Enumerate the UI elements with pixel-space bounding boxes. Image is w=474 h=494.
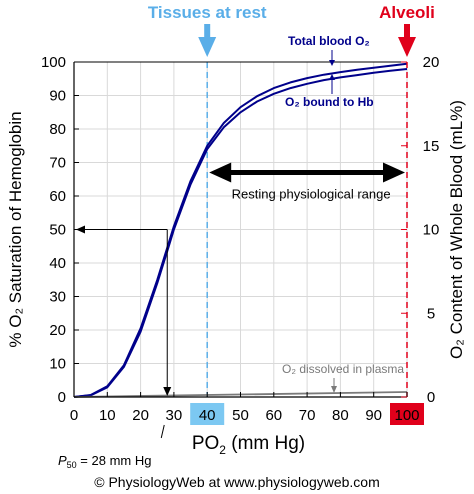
y-tick-label-left: 90 — [49, 88, 66, 105]
y-tick-label-left: 60 — [49, 188, 66, 205]
y-tick-label-left: 50 — [49, 222, 66, 239]
p50-label-pointer — [160, 424, 165, 439]
y-tick-label-left: 30 — [49, 289, 66, 306]
y-tick-label-right: 20 — [423, 54, 440, 71]
axes: 0 10 20 30 40 50 60 70 80 90 100010203040506070809… — [6, 54, 466, 457]
footer-copyright: © PhysiologyWeb at www.physiologyweb.com — [94, 474, 380, 490]
y-tick-label-left: 10 — [49, 356, 66, 373]
x-tick-label: 20 — [132, 407, 149, 424]
y-tick-label-left: 100 — [41, 54, 66, 71]
x-tick-label: 0 — [70, 407, 78, 424]
annotations: P50 = 28 mm Hg Resting physiological rang… — [58, 3, 435, 470]
alveoli-label: Alveoli — [379, 3, 435, 22]
y-tick-label-left: 20 — [49, 322, 66, 339]
y-tick-label-right: 10 — [423, 222, 440, 239]
y-axis-title-right: O₂ Content of Whole Blood (mL%) — [447, 100, 466, 359]
plasma-pointer-head — [331, 386, 337, 393]
total-blood-o2-pointer-head — [329, 60, 335, 66]
y-axis-title-left: % O₂ Saturation of Hemoglobin — [6, 111, 25, 347]
alveoli-arrowhead — [398, 37, 416, 57]
o2-bound-hb-label: O₂ bound to Hb — [285, 95, 374, 109]
y-tick-label-left: 70 — [49, 155, 66, 172]
x-tick-label: 60 — [265, 407, 282, 424]
o2-dissolved-plasma-label: O₂ dissolved in plasma — [282, 362, 404, 376]
p50-vertical-arrowhead — [163, 387, 172, 396]
total-blood-o2-label: Total blood O₂ — [288, 34, 370, 48]
tissues-tick-highlight — [190, 403, 225, 425]
x-tick-label: 50 — [232, 407, 249, 424]
series-total-blood-o2 — [73, 62, 408, 398]
x-tick-label: 80 — [332, 407, 349, 424]
y-tick-label-right: 15 — [423, 138, 440, 155]
tissues-at-rest-label: Tissues at rest — [148, 3, 267, 22]
x-tick-label: 10 — [99, 407, 116, 424]
y-tick-label-right: 5 — [427, 305, 435, 322]
x-tick-label-tissues: 40 — [199, 407, 216, 424]
y-tick-label-left: 80 — [49, 121, 66, 138]
tissues-arrow-shaft — [204, 24, 211, 38]
y-tick-label-left: 0 — [58, 389, 66, 406]
range-label: Resting physiological range — [232, 187, 391, 202]
series-o2-bound-hb — [73, 68, 408, 398]
alveoli-tick-highlight — [390, 403, 424, 425]
x-axis-title: PO2 (mm Hg) — [192, 433, 305, 457]
range-arrowhead-left — [209, 162, 232, 183]
tissues-arrowhead — [198, 37, 217, 57]
x-tick-label: 30 — [166, 407, 183, 424]
range-arrowhead-right — [383, 162, 405, 183]
x-tick-label: 70 — [299, 407, 316, 424]
alveoli-arrow-shaft — [404, 24, 410, 38]
y-tick-label-right: 0 — [427, 389, 435, 406]
p50-horizontal-arrowhead — [76, 225, 85, 234]
x-tick-label: 90 — [365, 407, 382, 424]
x-tick-label-alveoli: 100 — [394, 407, 419, 424]
y-tick-label-left: 40 — [49, 255, 66, 272]
p50-label: P50 = 28 mm Hg — [58, 453, 151, 470]
o2-bound-hb-pointer-head — [329, 74, 335, 80]
